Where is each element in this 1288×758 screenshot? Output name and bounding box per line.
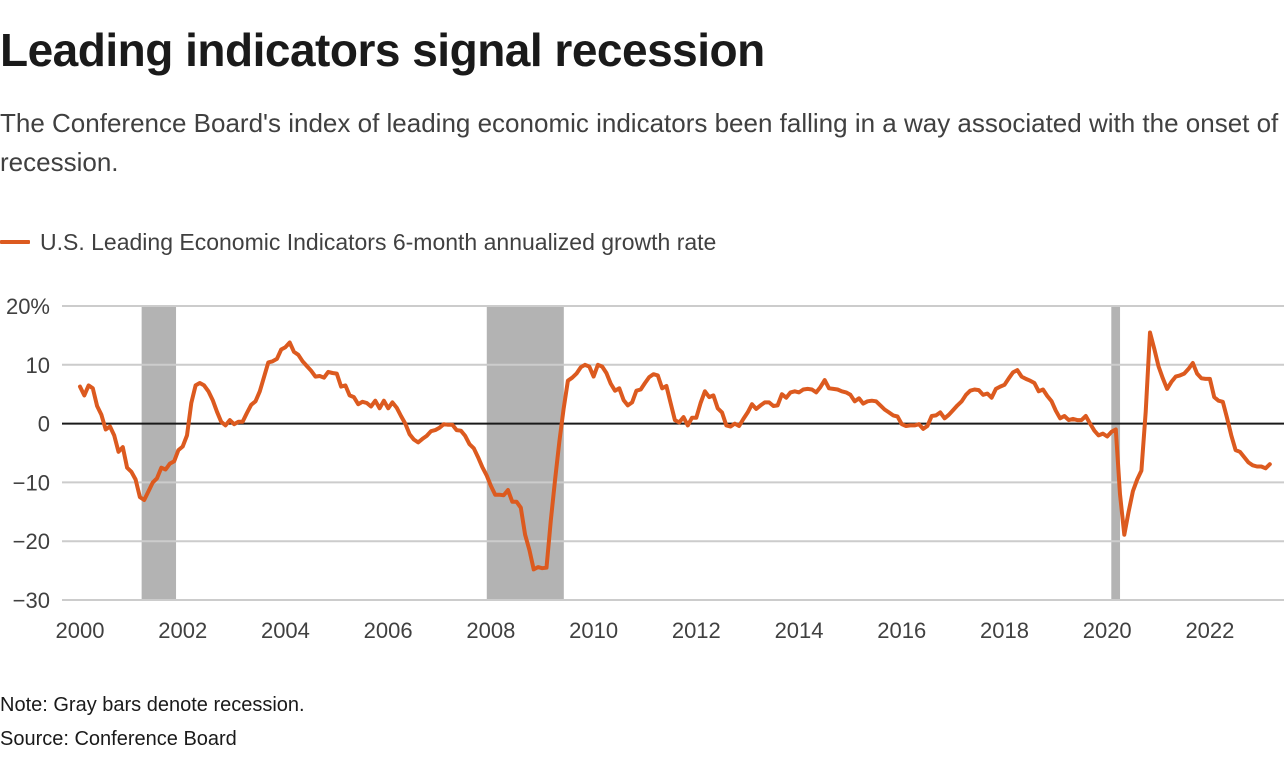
x-tick-label: 2022 [1185,618,1234,643]
y-tick-label: 10 [26,353,50,378]
y-tick-label: 20% [6,294,50,319]
x-tick-label: 2014 [775,618,824,643]
y-tick-label: 0 [38,412,50,437]
recession-bars [141,306,1121,600]
chart-subtitle: The Conference Board's index of leading … [0,108,1279,177]
y-tick-label: −10 [13,470,50,495]
gridlines [62,305,1284,601]
series-layer [78,330,1272,572]
legend-swatch-line-icon [0,240,30,244]
legend-label: U.S. Leading Economic Indicators 6-month… [40,228,717,255]
legend: U.S. Leading Economic Indicators 6-month… [0,226,716,258]
x-tick-label: 2008 [466,618,515,643]
line-chart: 20% 10 0 −10 −20 −30 2000 2002 2004 2006 2008 2010… [6,294,1284,643]
x-tick-label: 2012 [672,618,721,643]
x-tick-label: 2010 [569,618,618,643]
y-tick-label: −30 [13,588,50,613]
x-tick-label: 2016 [877,618,926,643]
y-tick-label: −20 [13,529,50,554]
x-tick-label: 2020 [1083,618,1132,643]
note-text: Note: Gray bars denote recession. [0,694,305,716]
recession-bar [486,306,564,600]
recession-bar [141,306,177,600]
footer-notes: Note: Gray bars denote recession. Source… [0,688,305,756]
y-axis-ticks: 20% 10 0 −10 −20 −30 [6,294,50,613]
x-tick-label: 2002 [158,618,207,643]
chart-title: Leading indicators signal recession [0,24,765,76]
x-tick-label: 2004 [261,618,310,643]
x-tick-label: 2006 [364,618,413,643]
source-text: Source: Conference Board [0,728,237,750]
x-axis-ticks: 2000 2002 2004 2006 2008 2010 2012 2014 2016 2018… [56,618,1235,643]
series-line [78,330,1272,572]
x-tick-label: 2018 [980,618,1029,643]
x-tick-label: 2000 [56,618,105,643]
